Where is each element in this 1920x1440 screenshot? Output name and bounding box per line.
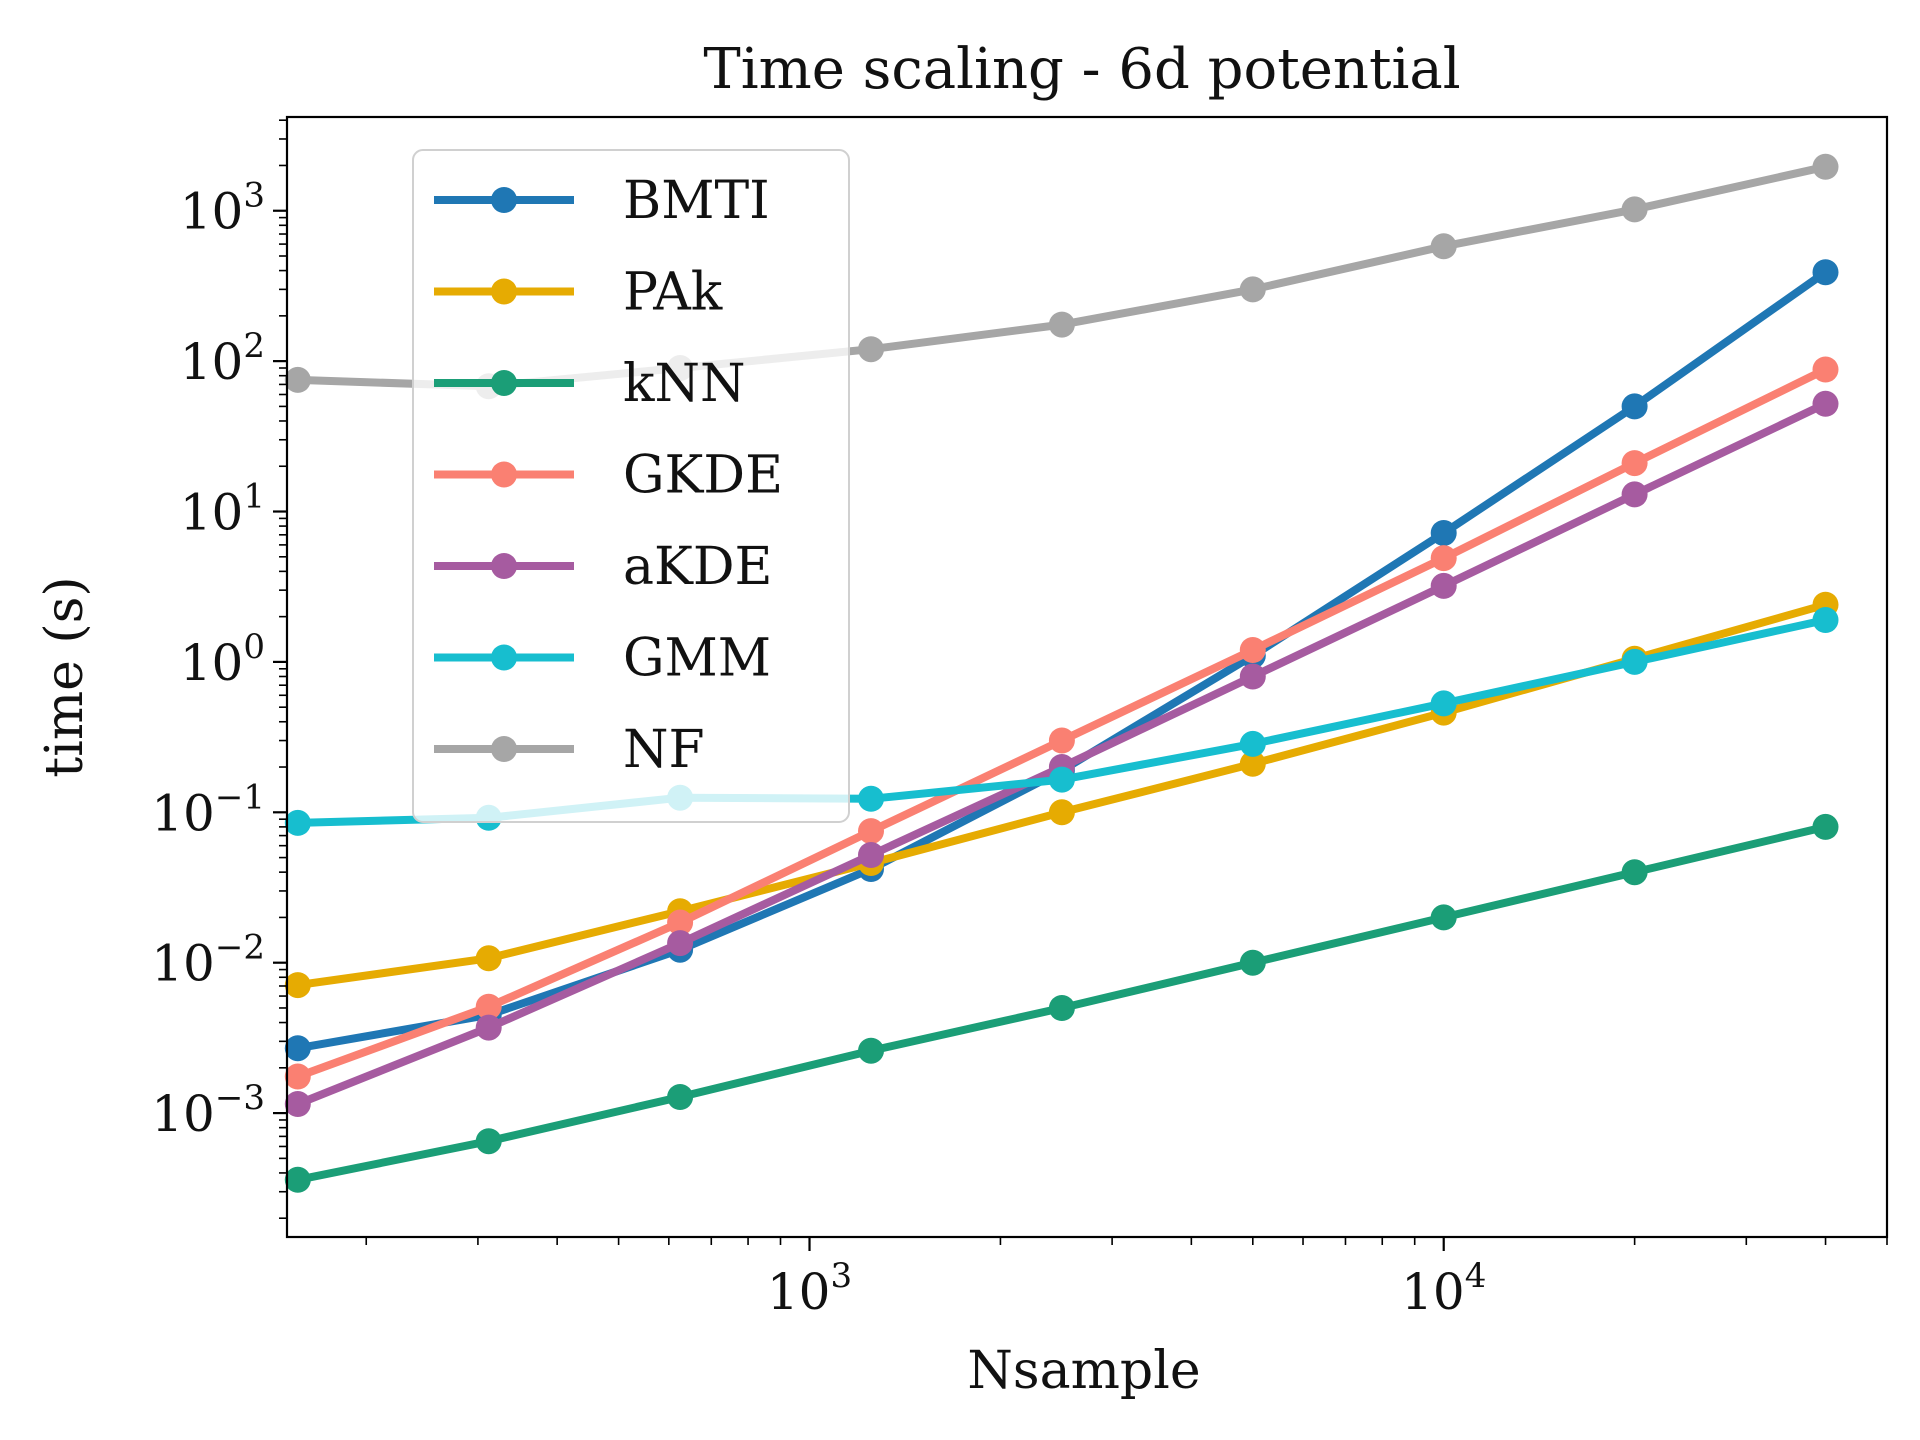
legend-item-knn: kNN — [434, 354, 746, 414]
legend-marker — [491, 370, 517, 396]
x-axis: 103 104 — [365, 1237, 1888, 1321]
data-point — [1430, 690, 1457, 717]
y-tick-label: 101 — [180, 477, 265, 542]
data-point — [1048, 311, 1075, 338]
data-point — [1621, 859, 1648, 886]
data-point — [1812, 259, 1839, 286]
legend-label: GKDE — [623, 446, 783, 506]
data-point — [1812, 153, 1839, 180]
data-point — [284, 1091, 311, 1117]
y-tick-label: 10−1 — [151, 777, 265, 842]
legend-item-akde: aKDE — [434, 537, 773, 597]
legend-item-bmti: BMTI — [434, 171, 770, 231]
data-point — [1239, 949, 1266, 976]
series-gkde — [284, 356, 1839, 1090]
legend-marker — [491, 553, 517, 579]
data-point — [284, 1035, 311, 1062]
x-tick-label: 104 — [1401, 1256, 1486, 1321]
data-point — [475, 1128, 502, 1155]
x-tick-label: 103 — [767, 1256, 852, 1321]
y-tick-label: 102 — [180, 326, 265, 391]
data-point — [1430, 233, 1457, 260]
legend-marker — [491, 278, 517, 305]
data-point — [1430, 545, 1457, 572]
data-point — [1812, 607, 1839, 633]
data-point — [858, 818, 884, 845]
data-point — [1430, 520, 1457, 546]
y-tick-label: 103 — [180, 176, 265, 241]
data-point — [1239, 750, 1266, 777]
series-knn — [284, 813, 1839, 1193]
legend-item-pak: PAk — [434, 263, 723, 323]
legend-item-gmm: GMM — [434, 629, 771, 689]
data-point — [1430, 572, 1457, 599]
data-point — [858, 1037, 884, 1064]
data-point — [858, 842, 884, 868]
legend-marker — [491, 644, 517, 671]
chart-title: Time scaling - 6d potential — [703, 37, 1460, 102]
x-axis-label: Nsample — [967, 1341, 1200, 1401]
data-point — [1239, 276, 1266, 303]
data-point — [1048, 766, 1075, 793]
data-point — [1621, 481, 1648, 508]
legend-item-nf: NF — [434, 720, 705, 780]
legend-label: kNN — [623, 354, 746, 414]
data-point — [1239, 663, 1266, 690]
data-point — [1621, 196, 1648, 223]
y-axis: 10−3 10−2 10−1 100 101 102 103 — [151, 119, 287, 1220]
data-point — [1239, 730, 1266, 757]
data-point — [1239, 637, 1266, 663]
legend-items: BMTI PAk kNN GKDE aKDE GMM NF — [434, 171, 783, 780]
data-point — [1621, 648, 1648, 675]
y-tick-label: 100 — [180, 627, 265, 692]
legend-marker — [491, 187, 517, 213]
legend-label: PAk — [623, 263, 723, 323]
data-point — [1812, 356, 1839, 383]
data-point — [1430, 904, 1457, 931]
y-tick-label: 10−3 — [151, 1078, 265, 1143]
legend: BMTI PAk kNN GKDE aKDE GMM NF — [412, 149, 850, 823]
data-point — [284, 809, 311, 836]
data-point — [1048, 799, 1075, 826]
data-point — [284, 972, 311, 999]
data-point — [1048, 727, 1075, 754]
legend-label: GMM — [623, 629, 771, 689]
data-point — [1812, 390, 1839, 417]
legend-marker — [491, 736, 517, 762]
y-tick-label: 10−2 — [151, 928, 265, 993]
data-point — [475, 945, 502, 972]
data-point — [284, 1063, 311, 1090]
data-point — [1048, 995, 1075, 1021]
legend-label: BMTI — [623, 171, 770, 231]
data-point — [1621, 450, 1648, 477]
data-point — [667, 909, 694, 936]
y-axis-label: time (s) — [35, 576, 95, 777]
data-point — [284, 366, 311, 393]
data-point — [1621, 393, 1648, 420]
data-point — [858, 336, 884, 363]
data-point — [858, 785, 884, 812]
data-point — [475, 993, 502, 1020]
data-point — [667, 1084, 694, 1110]
data-point — [1812, 813, 1839, 840]
legend-label: NF — [623, 720, 705, 780]
legend-label: aKDE — [623, 537, 773, 597]
data-point — [284, 1166, 311, 1193]
legend-item-gkde: GKDE — [434, 446, 783, 506]
legend-marker — [491, 461, 517, 488]
data-point — [667, 930, 694, 957]
data-point — [475, 1014, 502, 1041]
